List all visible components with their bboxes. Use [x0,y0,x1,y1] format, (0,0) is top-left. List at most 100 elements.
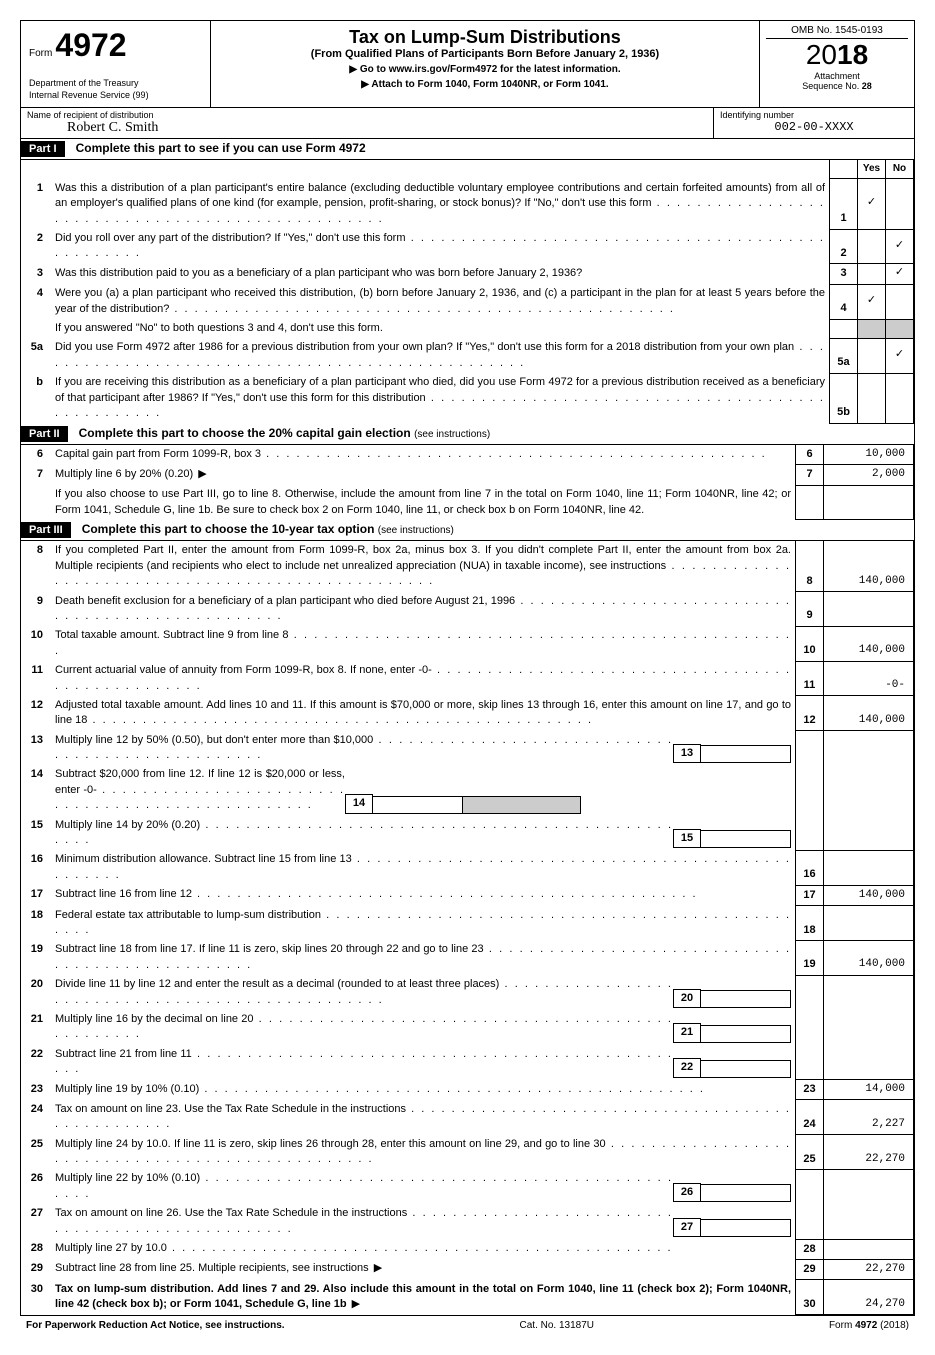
part3-title: Complete this part to choose the 10-year… [74,522,454,536]
line-5b-text: If you are receiving this distribution a… [55,376,825,403]
line-17: 17 Subtract line 16 from line 12 17 140,… [21,885,914,905]
part2-title: Complete this part to choose the 20% cap… [71,426,491,440]
line-6: 6 Capital gain part from Form 1099-R, bo… [21,445,914,465]
year-prefix: 20 [806,39,837,70]
line-5a-no[interactable]: ✓ [886,338,914,373]
line-5b-no[interactable] [886,373,914,423]
line-17-value[interactable]: 140,000 [824,885,914,905]
part1-header-row: Part I Complete this part to see if you … [21,139,914,160]
no-header: No [886,160,914,179]
line-18: 18 Federal estate tax attributable to lu… [21,906,914,941]
line-4-no[interactable] [886,284,914,319]
line-23-value[interactable]: 14,000 [824,1080,914,1100]
part2-badge: Part II [21,426,68,442]
line-9-value[interactable] [824,592,914,627]
dept-line1: Department of the Treasury [29,78,202,90]
line-25: 25 Multiply line 24 by 10.0. If line 11 … [21,1135,914,1170]
omb-number: OMB No. 1545-0193 [766,25,908,39]
line-5a-yes[interactable] [858,338,886,373]
line-14-value[interactable] [373,796,463,814]
line-29: 29 Subtract line 28 from line 25. Multip… [21,1259,914,1279]
form-4972: Form 4972 Department of the Treasury Int… [20,20,915,1316]
tax-year: 2018 [766,39,908,71]
line-5a: 5a Did you use Form 4972 after 1986 for … [21,338,914,373]
part2-table: 6 Capital gain part from Form 1099-R, bo… [21,445,914,521]
line-15-value[interactable] [701,830,791,848]
line-20: 20 Divide line 11 by line 12 and enter t… [21,975,914,1010]
line-3-yes[interactable] [858,264,886,284]
line-14: 14 Subtract $20,000 from line 12. If lin… [21,765,914,815]
dept-line2: Internal Revenue Service (99) [29,90,202,102]
line-30: 30 Tax on lump-sum distribution. Add lin… [21,1280,914,1315]
line-21-value[interactable] [701,1025,791,1043]
part1-title: Complete this part to see if you can use… [68,141,366,155]
line-26: 26 Multiply line 22 by 10% (0.10) 26 [21,1169,914,1204]
line-23: 23 Multiply line 19 by 10% (0.10) 23 14,… [21,1080,914,1100]
line-29-value[interactable]: 22,270 [824,1259,914,1279]
form-word: Form [29,48,52,59]
part2-header-row: Part II Complete this part to choose the… [21,424,914,445]
header-center: Tax on Lump-Sum Distributions (From Qual… [211,21,759,107]
yes-header: Yes [858,160,886,179]
line-28-value[interactable] [824,1239,914,1259]
line-4: 4 Were you (a) a plan participant who re… [21,284,914,319]
footer-right: Form 4972 (2018) [829,1320,909,1331]
line-3-no[interactable]: ✓ [886,264,914,284]
line-18-value[interactable] [824,906,914,941]
line-3-text: Was this distribution paid to you as a b… [55,267,582,279]
line-2-text: Did you roll over any part of the distri… [55,232,406,244]
line-12-value[interactable]: 140,000 [824,696,914,731]
line-19-value[interactable]: 140,000 [824,940,914,975]
line-26-value[interactable] [701,1184,791,1202]
footer-center: Cat. No. 13187U [520,1320,595,1331]
line-4-text: Were you (a) a plan participant who rece… [55,287,825,314]
name-field[interactable]: Name of recipient of distribution Robert… [21,108,714,138]
line-8-value[interactable]: 140,000 [824,541,914,591]
line-1-no[interactable] [886,179,914,229]
id-field[interactable]: Identifying number 002-00-XXXX [714,108,914,138]
line-12: 12 Adjusted total taxable amount. Add li… [21,696,914,731]
line-30-value[interactable]: 24,270 [824,1280,914,1315]
form-subtitle: (From Qualified Plans of Participants Bo… [219,48,751,60]
line-5b-yes[interactable] [858,373,886,423]
line-15: 15 Multiply line 14 by 20% (0.20) 15 [21,816,914,851]
goto-line1: Go to www.irs.gov/Form4972 for the lates… [219,64,751,75]
line-16-value[interactable] [824,850,914,885]
part1-table: Yes No 1 Was this a distribution of a pl… [21,160,914,423]
line-27-value[interactable] [701,1219,791,1237]
line-3: 3 Was this distribution paid to you as a… [21,264,914,284]
header-left: Form 4972 Department of the Treasury Int… [21,21,211,107]
line-2-no[interactable]: ✓ [886,229,914,264]
line-21: 21 Multiply line 16 by the decimal on li… [21,1010,914,1045]
line-25-value[interactable]: 22,270 [824,1135,914,1170]
line-10: 10 Total taxable amount. Subtract line 9… [21,626,914,661]
line-24-value[interactable]: 2,227 [824,1100,914,1135]
line-13-value[interactable] [701,745,791,763]
line-6-value[interactable]: 10,000 [824,445,914,465]
line-22-value[interactable] [701,1060,791,1078]
line-4-note: If you answered "No" to both questions 3… [21,319,914,338]
seq-label: Sequence No. 28 [766,81,908,91]
line-19: 19 Subtract line 18 from line 17. If lin… [21,940,914,975]
line-7: 7 Multiply line 6 by 20% (0.20) 7 2,000 [21,465,914,485]
line-7-value[interactable]: 2,000 [824,465,914,485]
line-16: 16 Minimum distribution allowance. Subtr… [21,850,914,885]
line-4-yes[interactable]: ✓ [858,284,886,319]
part3-table: 8 If you completed Part II, enter the am… [21,541,914,1315]
line-11-value[interactable]: -0- [824,661,914,696]
line-2: 2 Did you roll over any part of the dist… [21,229,914,264]
attach-label: Attachment [766,71,908,81]
line-2-yes[interactable] [858,229,886,264]
line-13: 13 Multiply line 12 by 50% (0.50), but d… [21,731,914,766]
line-22: 22 Subtract line 21 from line 11 22 [21,1045,914,1080]
line-1: 1 Was this a distribution of a plan part… [21,179,914,229]
line-10-value[interactable]: 140,000 [824,626,914,661]
form-title: Tax on Lump-Sum Distributions [219,27,751,48]
line-20-value[interactable] [701,990,791,1008]
year-suffix: 18 [837,39,868,70]
id-value: 002-00-XXXX [720,120,908,134]
line-28: 28 Multiply line 27 by 10.0 28 [21,1239,914,1259]
footer-left: For Paperwork Reduction Act Notice, see … [26,1320,285,1331]
line-7-note: If you also choose to use Part III, go t… [21,485,914,520]
line-1-yes[interactable]: ✓ [858,179,886,229]
